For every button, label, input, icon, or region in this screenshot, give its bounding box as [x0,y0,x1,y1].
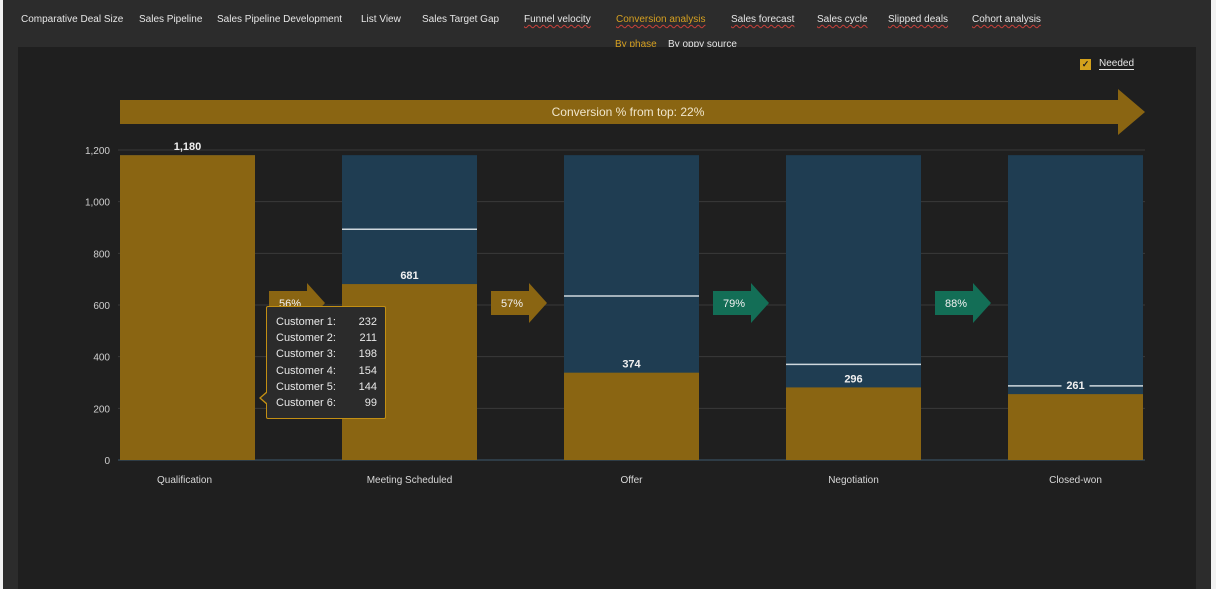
x-category-label: Negotiation [828,475,879,486]
bar-value-label: 1,180 [174,141,202,153]
bar-actual [564,372,699,460]
bar-value-label: 296 [844,373,862,385]
tooltip-row-label: Customer 5: [276,380,336,393]
conversion-arrow [935,283,991,323]
y-tick-label: 400 [93,353,110,364]
conversion-banner-arrow [120,89,1145,135]
conversion-rate-label: 57% [501,298,523,310]
tab-sales-target-gap[interactable]: Sales Target Gap [422,14,500,25]
tooltip-row-value: 211 [359,332,377,345]
breakdown-tooltip: Customer 1: 232 Customer 2: 211 Customer 3… [259,306,386,419]
tooltip-row: Customer 4: 154 [276,363,377,379]
bar-value-label: 681 [400,270,418,282]
tooltip-row-label: Customer 6: [276,397,336,410]
tooltip-row-label: Customer 4: [276,364,336,377]
tab-sales-cycle[interactable]: Sales cycle [817,14,868,25]
tab-funnel-velocity[interactable]: Funnel velocity [524,14,591,25]
tab-sales-pipeline-development[interactable]: Sales Pipeline Development [217,14,343,25]
tooltip-row: Customer 2: 211 [276,330,377,346]
bar-actual [120,155,255,460]
x-category-label: Meeting Scheduled [367,475,453,486]
tab-sales-forecast[interactable]: Sales forecast [731,14,795,25]
conversion-banner-text: Conversion % from top: 22% [552,105,705,119]
tab-cohort-analysis[interactable]: Cohort analysis [972,14,1041,25]
legend[interactable]: ✓ Needed [1080,57,1135,71]
tooltip-row: Customer 3: 198 [276,346,377,362]
tab-comparative-deal-size[interactable]: Comparative Deal Size [21,14,124,25]
conversion-rate-label: 88% [945,298,967,310]
bar-value-label: 374 [622,359,641,371]
x-category-label: Closed-won [1049,475,1102,486]
subtab-by-oppy-source[interactable]: By oppy source [668,39,737,50]
report-tabs: Comparative Deal Size Sales Pipeline Sal… [3,0,1211,50]
bar-actual [1008,394,1143,460]
tooltip-row-value: 198 [358,348,377,361]
y-tick-label: 1,200 [85,146,110,157]
conversion-banner: Conversion % from top: 22% [120,89,1145,135]
y-tick-label: 1,000 [85,198,110,209]
y-tick-label: 200 [93,404,110,415]
conversion-rate-label: 79% [723,298,745,310]
subtab-by-phase[interactable]: By phase [615,39,657,50]
tooltip-row-value: 154 [358,364,377,377]
tooltip-row-label: Customer 3: [276,348,336,361]
tab-sales-pipeline[interactable]: Sales Pipeline [139,14,203,25]
tooltip-row: Customer 6: 99 [276,395,377,411]
tab-slipped-deals[interactable]: Slipped deals [888,14,949,25]
bar-actual [786,387,921,460]
x-category-label: Offer [620,475,643,486]
bar-value-label: 261 [1066,380,1084,392]
legend-label-needed[interactable]: Needed [1099,58,1135,70]
y-tick-label: 800 [93,249,110,260]
tooltip-row-label: Customer 2: [276,332,336,345]
tooltip-row-value: 232 [358,316,377,328]
conversion-arrow [713,283,769,323]
tooltip-row-label: Customer 1: [276,316,336,328]
tooltip-row: Customer 1: 232 [276,314,377,330]
x-category-label: Qualification [157,475,212,486]
tooltip-row: Customer 5: 144 [276,379,377,395]
tooltip-row-value: 99 [364,397,377,410]
conversion-arrow [491,283,547,323]
tooltip-row-value: 144 [358,380,377,393]
y-tick-label: 0 [104,456,110,467]
y-tick-label: 600 [93,301,110,312]
needed-checkbox[interactable]: ✓ [1080,58,1091,70]
tab-list-view[interactable]: List View [361,14,401,25]
tab-conversion-analysis[interactable]: Conversion analysis [616,14,706,25]
value-label-backdrop [1061,378,1090,392]
